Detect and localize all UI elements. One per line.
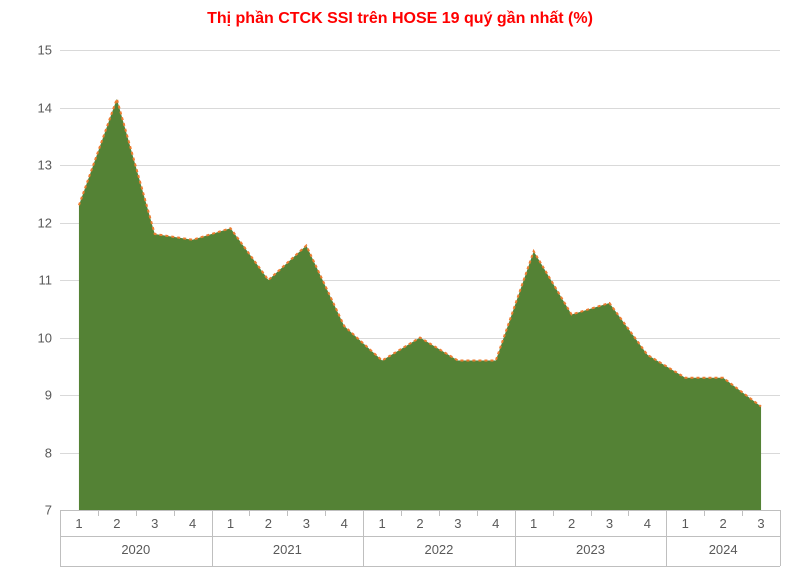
x-inner-tick: [704, 510, 705, 516]
x-quarter-label: 3: [757, 516, 764, 531]
x-inner-tick: [553, 510, 554, 516]
area-fill: [79, 99, 761, 510]
y-tick-label: 11: [39, 273, 53, 288]
x-year-separator: [60, 510, 61, 566]
plot-area: [60, 50, 780, 510]
y-tick-label: 10: [38, 330, 52, 345]
y-tick-label: 12: [38, 215, 52, 230]
x-inner-tick: [249, 510, 250, 516]
x-year-label: 2024: [709, 542, 738, 557]
x-year-separator: [666, 510, 667, 566]
y-tick-label: 8: [45, 445, 52, 460]
x-quarter-label: 2: [265, 516, 272, 531]
y-tick-label: 7: [45, 503, 52, 518]
x-inner-tick: [325, 510, 326, 516]
x-quarter-label: 3: [606, 516, 613, 531]
x-inner-tick: [477, 510, 478, 516]
y-tick-label: 9: [45, 388, 52, 403]
x-quarter-label: 1: [75, 516, 82, 531]
x-quarter-label: 3: [151, 516, 158, 531]
x-quarter-label: 4: [341, 516, 348, 531]
x-quarter-label: 1: [682, 516, 689, 531]
x-year-label: 2021: [273, 542, 302, 557]
x-year-separator: [515, 510, 516, 566]
x-quarter-label: 1: [530, 516, 537, 531]
x-inner-tick: [174, 510, 175, 516]
x-inner-tick: [98, 510, 99, 516]
x-axis-midline: [60, 536, 780, 537]
x-inner-tick: [136, 510, 137, 516]
x-inner-tick: [628, 510, 629, 516]
x-quarter-label: 3: [303, 516, 310, 531]
area-chart: Thị phần CTCK SSI trên HOSE 19 quý gần n…: [0, 0, 800, 581]
x-quarter-label: 2: [568, 516, 575, 531]
x-inner-tick: [287, 510, 288, 516]
x-year-label: 2020: [121, 542, 150, 557]
x-quarter-label: 2: [720, 516, 727, 531]
x-quarter-label: 4: [189, 516, 196, 531]
x-inner-tick: [439, 510, 440, 516]
area-svg: [60, 50, 780, 510]
x-quarter-label: 2: [416, 516, 423, 531]
x-quarter-label: 1: [227, 516, 234, 531]
x-quarter-label: 3: [454, 516, 461, 531]
y-tick-label: 14: [38, 100, 52, 115]
y-tick-label: 15: [38, 43, 52, 58]
y-tick-label: 13: [38, 158, 52, 173]
x-inner-tick: [742, 510, 743, 516]
x-inner-tick: [401, 510, 402, 516]
x-inner-tick: [591, 510, 592, 516]
x-year-separator: [780, 510, 781, 566]
x-quarter-label: 1: [378, 516, 385, 531]
x-quarter-label: 4: [492, 516, 499, 531]
x-axis-baseline: [60, 510, 780, 511]
x-axis-bottomline: [60, 566, 780, 567]
x-year-separator: [363, 510, 364, 566]
x-year-label: 2022: [424, 542, 453, 557]
x-quarter-label: 4: [644, 516, 651, 531]
x-quarter-label: 2: [113, 516, 120, 531]
x-year-separator: [212, 510, 213, 566]
chart-title: Thị phần CTCK SSI trên HOSE 19 quý gần n…: [0, 10, 800, 28]
x-year-label: 2023: [576, 542, 605, 557]
